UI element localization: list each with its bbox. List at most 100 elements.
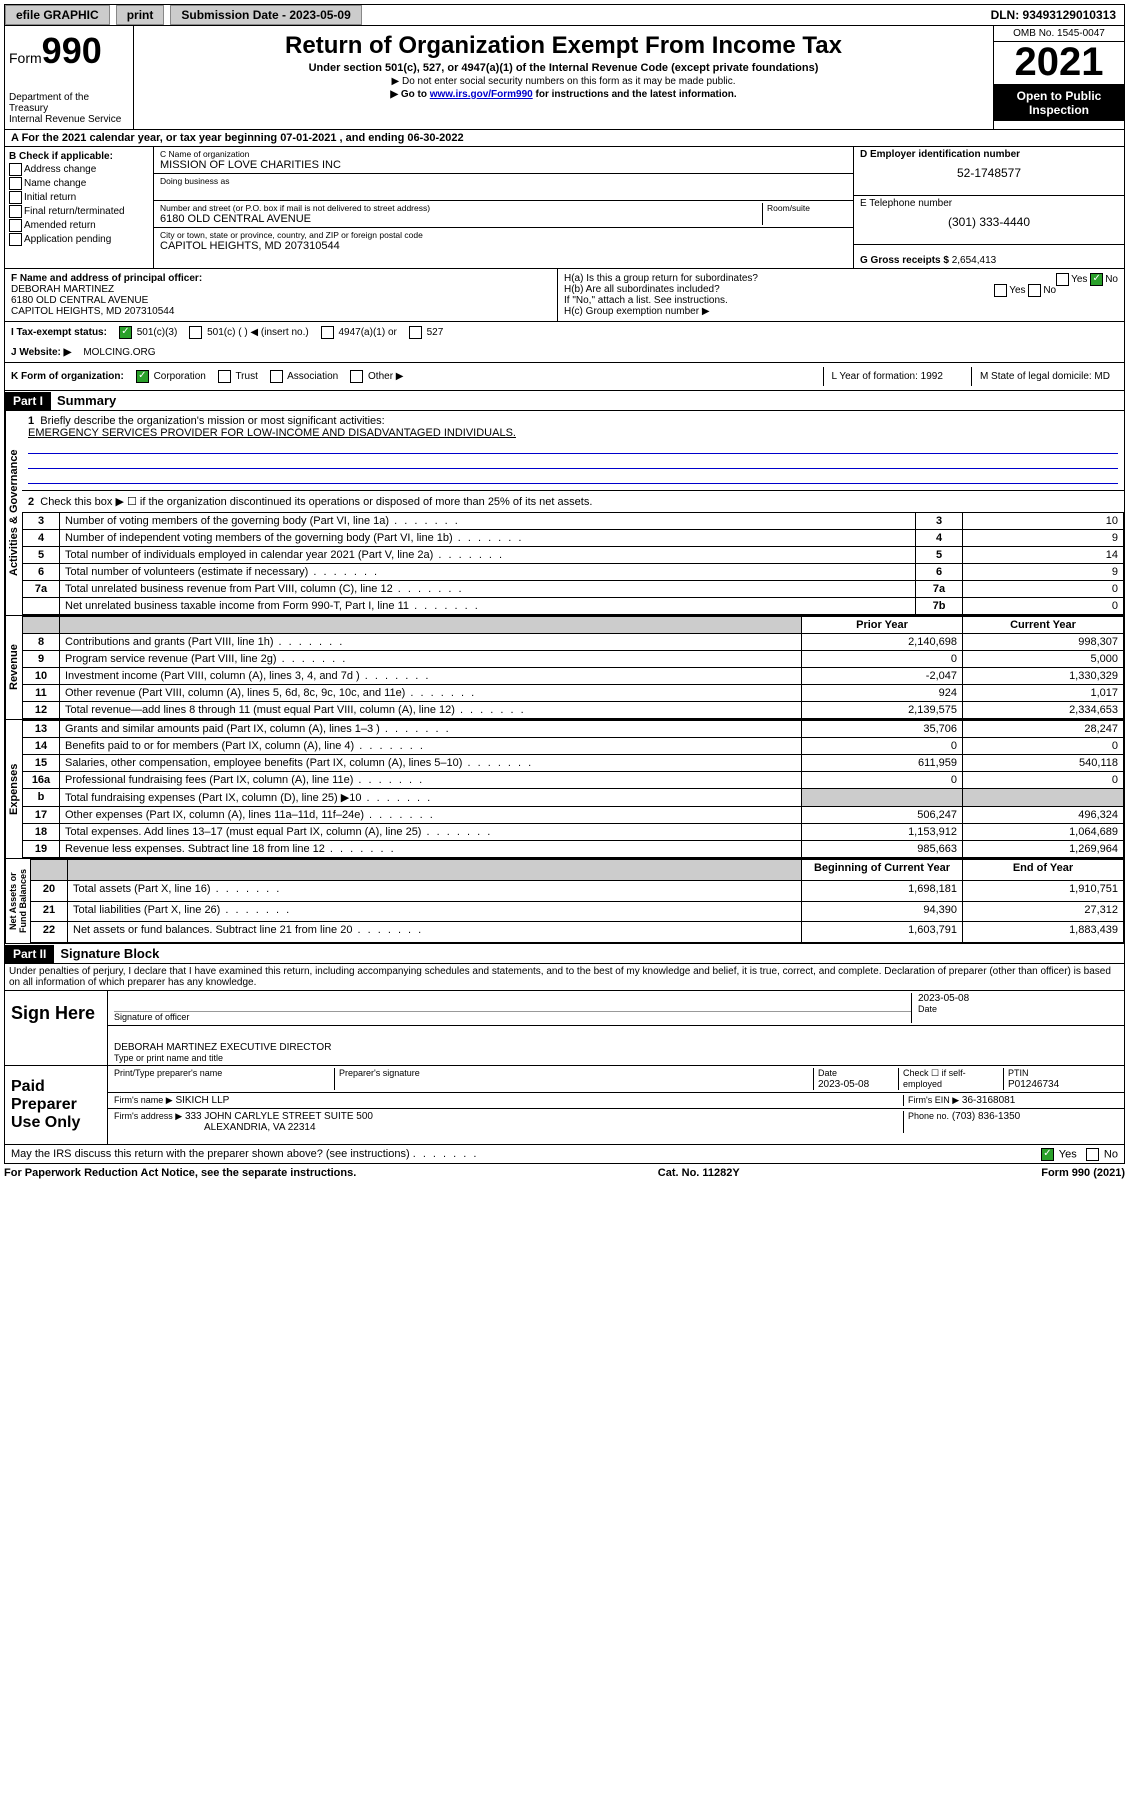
vlabel-governance: Activities & Governance [5, 411, 22, 615]
prep-date-label: Date [818, 1068, 837, 1078]
vlabel-revenue: Revenue [5, 616, 22, 719]
tax-year: 2021 [994, 42, 1124, 85]
goto-post: for instructions and the latest informat… [536, 89, 737, 100]
footer-right: Form 990 (2021) [1041, 1167, 1125, 1179]
officer-name: DEBORAH MARTINEZ [11, 284, 114, 295]
chk-final[interactable]: Final return/terminated [24, 206, 125, 217]
vlabel-netassets: Net Assets orFund Balances [5, 859, 30, 943]
gross-label: G Gross receipts $ [860, 255, 949, 266]
box-b-title: B Check if applicable: [9, 151, 113, 162]
chk-pending[interactable]: Application pending [24, 234, 111, 245]
opt-other[interactable]: Other ▶ [368, 371, 403, 382]
sign-here-label: Sign Here [5, 991, 108, 1065]
dba-label: Doing business as [160, 176, 847, 186]
part-i-header: Part I [5, 392, 51, 410]
firm-phone: (703) 836-1350 [952, 1111, 1020, 1122]
street-label: Number and street (or P.O. box if mail i… [160, 203, 758, 213]
declaration-text: Under penalties of perjury, I declare th… [4, 964, 1125, 991]
opt-527[interactable]: 527 [427, 327, 444, 338]
prep-name-label: Print/Type preparer's name [114, 1068, 222, 1078]
opt-corp[interactable]: Corporation [154, 371, 206, 382]
form-header: Form990 Department of the Treasury Inter… [4, 26, 1125, 130]
prep-sig-label: Preparer's signature [339, 1068, 420, 1078]
irs-link[interactable]: www.irs.gov/Form990 [430, 89, 533, 100]
firm-phone-label: Phone no. [908, 1111, 949, 1121]
city-label: City or town, state or province, country… [160, 230, 847, 240]
mission-text: EMERGENCY SERVICES PROVIDER FOR LOW-INCO… [28, 427, 516, 439]
footer-left: For Paperwork Reduction Act Notice, see … [4, 1167, 356, 1179]
firm-ein-label: Firm's EIN ▶ [908, 1095, 959, 1105]
part-ii-title: Signature Block [54, 944, 165, 963]
officer-label: F Name and address of principal officer: [11, 273, 202, 284]
prep-date: 2023-05-08 [818, 1079, 869, 1090]
website-value: MOLCING.ORG [83, 347, 155, 358]
form-subtitle: Under section 501(c), 527, or 4947(a)(1)… [142, 62, 985, 74]
website-label: J Website: ▶ [11, 347, 71, 358]
form-title: Return of Organization Exempt From Incom… [142, 32, 985, 60]
opt-trust[interactable]: Trust [235, 371, 257, 382]
sign-date-label: Date [918, 1004, 937, 1014]
phone-value: (301) 333-4440 [860, 215, 1118, 229]
vlabel-expenses: Expenses [5, 720, 22, 858]
goto-pre: ▶ Go to [390, 89, 429, 100]
hc-label: H(c) Group exemption number ▶ [564, 306, 1118, 317]
submission-date: Submission Date - 2023-05-09 [170, 5, 361, 25]
opt-501c[interactable]: 501(c) ( ) ◀ (insert no.) [207, 327, 309, 338]
ssn-note: ▶ Do not enter social security numbers o… [142, 76, 985, 87]
firm-ein: 36-3168081 [962, 1095, 1015, 1106]
print-button[interactable]: print [116, 5, 165, 25]
revenue-table: Prior YearCurrent Year8Contributions and… [22, 616, 1124, 719]
chk-name[interactable]: Name change [24, 178, 86, 189]
irs-label: Internal Revenue Service [9, 114, 129, 125]
self-employed-label: Check ☐ if self-employed [899, 1068, 1004, 1090]
street-value: 6180 OLD CENTRAL AVENUE [160, 213, 758, 225]
open-public: Open to Public Inspection [994, 85, 1124, 121]
state-domicile: M State of legal domicile: MD [971, 367, 1118, 386]
dept-label: Department of the Treasury [9, 92, 129, 114]
firm-name-label: Firm's name ▶ [114, 1095, 173, 1105]
hb-label: H(b) Are all subordinates included? [564, 284, 720, 295]
opt-4947[interactable]: 4947(a)(1) or [338, 327, 396, 338]
opt-501c3[interactable]: 501(c)(3) [137, 327, 178, 338]
form-org-label: K Form of organization: [11, 371, 124, 382]
q1-label: Briefly describe the organization's miss… [40, 415, 384, 427]
ein-value: 52-1748577 [860, 166, 1118, 180]
gross-value: 2,654,413 [952, 255, 997, 266]
chk-address[interactable]: Address change [24, 164, 96, 175]
row-j: J Website: ▶ MOLCING.ORG [4, 343, 1125, 363]
firm-addr2: ALEXANDRIA, VA 22314 [204, 1122, 316, 1133]
officer-addr2: CAPITOL HEIGHTS, MD 207310544 [11, 306, 174, 317]
officer-typed-label: Type or print name and title [114, 1053, 1118, 1063]
phone-label: E Telephone number [860, 198, 952, 209]
firm-addr1: 333 JOHN CARLYLE STREET SUITE 500 [185, 1111, 373, 1122]
discuss-label: May the IRS discuss this return with the… [11, 1148, 410, 1160]
opt-assoc[interactable]: Association [287, 371, 338, 382]
dln-label: DLN: 93493129010313 [983, 6, 1124, 24]
org-name: MISSION OF LOVE CHARITIES INC [160, 159, 847, 171]
row-i: I Tax-exempt status: ✓ 501(c)(3) 501(c) … [4, 322, 1125, 343]
tax-status-label: I Tax-exempt status: [11, 327, 107, 338]
expenses-table: 13Grants and similar amounts paid (Part … [22, 720, 1124, 858]
city-value: CAPITOL HEIGHTS, MD 207310544 [160, 240, 847, 252]
sig-officer-label: Signature of officer [114, 1012, 189, 1022]
footer-mid: Cat. No. 11282Y [658, 1167, 740, 1179]
form-number: 990 [42, 30, 102, 71]
ha-label: H(a) Is this a group return for subordin… [564, 273, 758, 284]
part-ii-header: Part II [5, 945, 54, 963]
netassets-table: Beginning of Current YearEnd of Year20To… [30, 859, 1124, 943]
officer-addr1: 6180 OLD CENTRAL AVENUE [11, 295, 148, 306]
firm-name: SIKICH LLP [175, 1095, 229, 1106]
firm-addr-label: Firm's address ▶ [114, 1111, 182, 1121]
ptin-value: P01246734 [1008, 1079, 1059, 1090]
preparer-label: Paid Preparer Use Only [5, 1066, 108, 1144]
row-a-period: A For the 2021 calendar year, or tax yea… [4, 130, 1125, 147]
ein-label: D Employer identification number [860, 149, 1020, 160]
ptin-label: PTIN [1008, 1068, 1029, 1078]
form-word: Form [9, 50, 42, 66]
governance-table: 3Number of voting members of the governi… [22, 512, 1124, 615]
section-fh: F Name and address of principal officer:… [4, 269, 1125, 322]
chk-amended[interactable]: Amended return [24, 220, 96, 231]
efile-label: efile GRAPHIC [5, 5, 110, 25]
top-bar: efile GRAPHIC print Submission Date - 20… [4, 4, 1125, 26]
chk-initial[interactable]: Initial return [24, 192, 76, 203]
